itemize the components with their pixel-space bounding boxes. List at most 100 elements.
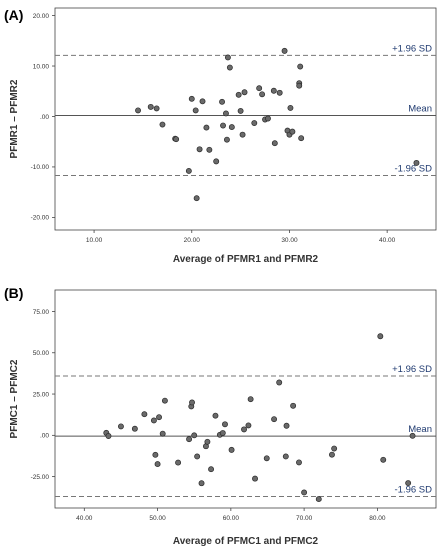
data-point bbox=[271, 140, 278, 147]
data-point bbox=[276, 379, 283, 386]
data-point bbox=[191, 432, 198, 439]
x-tick-label: 30.00 bbox=[281, 237, 298, 244]
data-point bbox=[235, 91, 242, 98]
data-point bbox=[213, 158, 220, 165]
x-tick-label: 20.00 bbox=[184, 237, 201, 244]
x-tick-label: 10.00 bbox=[86, 237, 103, 244]
data-point bbox=[141, 411, 148, 418]
data-point bbox=[186, 436, 193, 443]
data-point bbox=[287, 104, 294, 111]
data-point bbox=[405, 480, 412, 487]
panel-label: (A) bbox=[4, 7, 23, 23]
data-point bbox=[147, 103, 154, 110]
data-point bbox=[239, 131, 246, 138]
data-point bbox=[135, 107, 141, 114]
data-point bbox=[228, 124, 235, 131]
data-point bbox=[409, 432, 416, 439]
data-point bbox=[296, 82, 303, 89]
y-tick-label: 50.00 bbox=[33, 350, 50, 357]
data-point bbox=[206, 146, 213, 153]
data-point bbox=[237, 107, 244, 114]
y-tick-label: 20.00 bbox=[33, 13, 50, 20]
data-point bbox=[265, 115, 271, 122]
x-axis-title: Average of PFMR1 and PFMR2 bbox=[173, 254, 319, 265]
data-point bbox=[290, 402, 297, 409]
data-point bbox=[161, 397, 168, 404]
data-point bbox=[196, 146, 203, 153]
data-point bbox=[219, 98, 226, 105]
data-point bbox=[150, 417, 157, 424]
data-point bbox=[131, 425, 138, 432]
ref-label-1-96-sd: -1.96 SD bbox=[395, 484, 433, 495]
x-tick-label: 60.00 bbox=[223, 515, 240, 522]
y-tick-label: 25.00 bbox=[33, 391, 50, 398]
data-point bbox=[152, 451, 159, 458]
data-point bbox=[329, 451, 335, 458]
y-tick-label: 75.00 bbox=[33, 309, 50, 316]
data-point bbox=[208, 466, 215, 473]
data-point bbox=[301, 489, 308, 496]
data-point bbox=[282, 453, 289, 460]
x-axis-title: Average of PFMC1 and PFMC2 bbox=[173, 536, 319, 547]
data-point bbox=[153, 105, 160, 112]
data-point bbox=[241, 89, 248, 96]
data-point bbox=[259, 91, 266, 98]
data-point bbox=[159, 121, 166, 128]
x-tick-label: 40.00 bbox=[379, 237, 396, 244]
ref-label-1-96-sd: +1.96 SD bbox=[392, 43, 432, 54]
y-tick-label: .00 bbox=[40, 433, 49, 440]
data-point bbox=[263, 455, 270, 462]
data-point bbox=[289, 128, 296, 135]
ref-label-1-96-sd: +1.96 SD bbox=[392, 364, 432, 375]
x-tick-label: 70.00 bbox=[296, 515, 313, 522]
data-point bbox=[159, 430, 166, 437]
y-tick-label: .00 bbox=[40, 114, 49, 121]
data-point bbox=[185, 168, 192, 174]
data-point bbox=[154, 461, 161, 468]
data-point bbox=[204, 438, 211, 445]
data-point bbox=[220, 122, 226, 129]
data-point bbox=[281, 47, 288, 54]
data-point bbox=[175, 459, 182, 466]
data-point bbox=[224, 54, 231, 61]
x-tick-label: 50.00 bbox=[149, 515, 166, 522]
data-point bbox=[189, 399, 195, 406]
data-point bbox=[298, 135, 305, 142]
data-point bbox=[173, 136, 180, 143]
data-point bbox=[296, 459, 302, 466]
y-axis-title: PFMR1 – PFMR2 bbox=[9, 79, 20, 158]
data-point bbox=[203, 124, 210, 131]
data-point bbox=[198, 480, 205, 487]
y-tick-label: -20.00 bbox=[31, 215, 50, 222]
plot-frame bbox=[54, 289, 437, 509]
y-axis-title: PFMC1 – PFMC2 bbox=[9, 359, 20, 438]
plot-frame bbox=[54, 7, 437, 231]
ref-label-1-96-sd: -1.96 SD bbox=[395, 164, 433, 175]
data-point bbox=[194, 453, 201, 460]
data-point bbox=[331, 445, 338, 452]
data-point bbox=[226, 64, 233, 71]
data-point bbox=[223, 136, 230, 143]
data-point bbox=[380, 456, 387, 463]
data-point bbox=[283, 422, 290, 429]
data-point bbox=[245, 422, 252, 429]
data-point bbox=[117, 423, 124, 430]
y-tick-label: -25.00 bbox=[31, 474, 50, 481]
data-point bbox=[271, 416, 278, 423]
panel-b: (B) 75.00 50.00 25.00 .00 -25.00 40.00 50.00 60.… bbox=[4, 285, 437, 547]
panel-label: (B) bbox=[4, 285, 23, 301]
data-point bbox=[193, 195, 200, 202]
data-point bbox=[297, 63, 304, 70]
data-point bbox=[413, 159, 420, 166]
ref-label-mean: Mean bbox=[408, 424, 432, 435]
data-point bbox=[251, 120, 258, 126]
data-point bbox=[199, 98, 206, 105]
data-point bbox=[228, 446, 235, 453]
x-tick-label: 40.00 bbox=[76, 515, 93, 522]
panel-a: (A) 20.00 10.00 .00 -10.00 -20.00 10.00 20.00 30… bbox=[4, 7, 437, 265]
y-tick-label: -10.00 bbox=[31, 164, 50, 171]
data-point bbox=[377, 333, 384, 340]
y-tick-label: 10.00 bbox=[33, 63, 50, 70]
data-point bbox=[241, 426, 247, 433]
